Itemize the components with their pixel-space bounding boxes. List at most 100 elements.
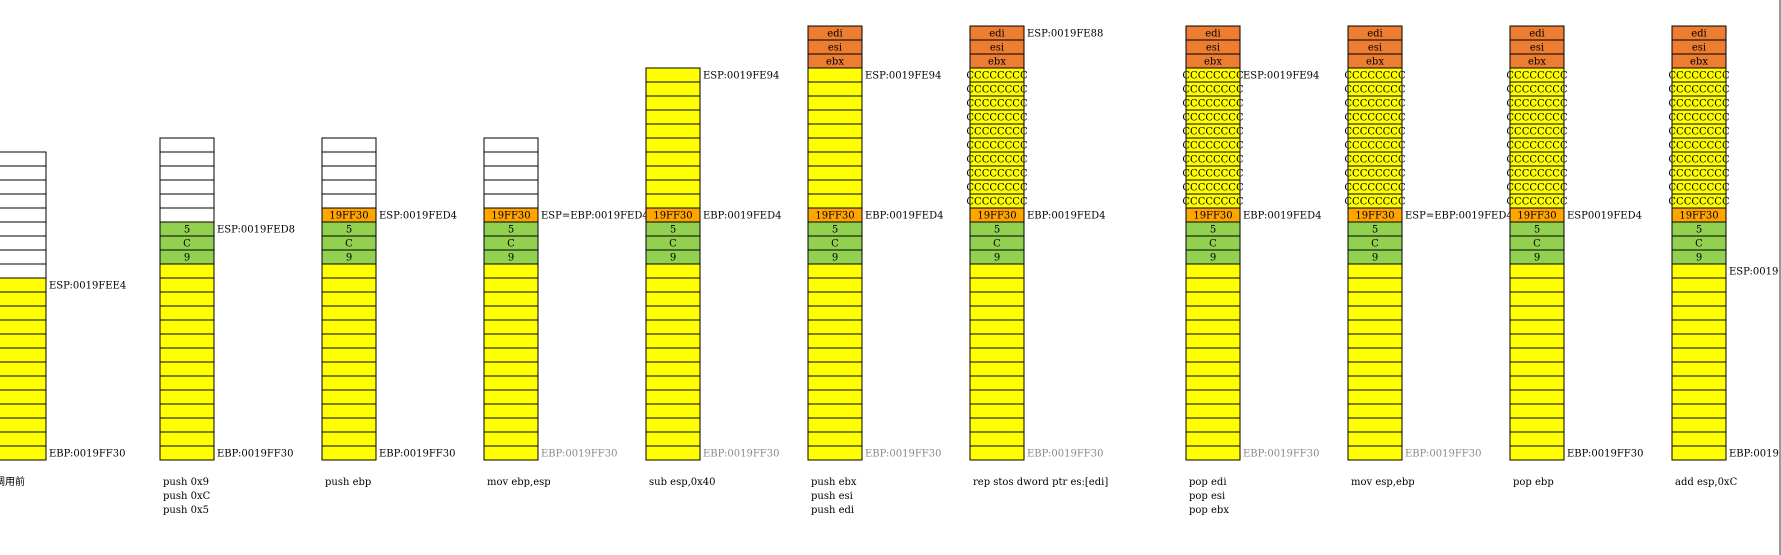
stack-cell-value: CCCCCCCC [1506,169,1568,180]
stack-cell-stack [483,431,539,447]
stack-cell-stack [0,319,47,335]
stack-cell-buffer [645,179,701,195]
stack-cell-stack [0,431,47,447]
stack-cell-empty [483,165,539,181]
stack-cell-stack [807,277,863,293]
stack-cell-stack [1185,277,1241,293]
stack-cell-stack [483,291,539,307]
stack-cell-stack [483,403,539,419]
stack-cell-stack [1671,389,1727,405]
stack-cell-buffer [645,137,701,153]
stack-cell-value: CCCCCCCC [1344,141,1406,152]
stack-cell-stack [1509,445,1565,461]
stack-cell-stack [1671,347,1727,363]
stack-cell-stack [807,445,863,461]
stack-cell-stack [0,305,47,321]
stack-cell-stack [645,277,701,293]
stack-cell-stack [483,277,539,293]
stack-cell-stack [969,263,1025,279]
stack-cell-stack [1671,403,1727,419]
stack-cell-value: 9 [1372,253,1378,264]
stack-cell-stack [807,431,863,447]
stack-cell-value: CCCCCCCC [1182,85,1244,96]
esp-label: ESP:0019FED8 [217,225,295,236]
ebp-label: EBP:0019FF30 [1243,449,1319,460]
stack-cell-value: 9 [832,253,838,264]
ebp-label: EBP:0019FF30 [1567,449,1643,460]
stack-cell-value: CCCCCCCC [1668,71,1730,82]
stack-cell-buffer [807,95,863,111]
stack-cell-stack [1671,361,1727,377]
stack-cell-value: CCCCCCCC [966,197,1028,208]
stack-cell-value: CCCCCCCC [1668,155,1730,166]
stack-cell-value: esi [1206,43,1220,54]
stack-cell-stack [1185,445,1241,461]
stack-cell-value: CCCCCCCC [966,155,1028,166]
stack-cell-stack [1347,277,1403,293]
stack-cell-stack [1671,277,1727,293]
stack-cell-empty [159,179,215,195]
stack-cell-empty [0,151,47,167]
stack-cell-value: CCCCCCCC [1668,85,1730,96]
stack-cell-buffer [807,165,863,181]
stack-cell-stack [1185,333,1241,349]
stack-cell-value: C [1695,239,1703,250]
stack-cell-value: CCCCCCCC [966,127,1028,138]
stack-cell-stack [1509,361,1565,377]
vertical-scrollbar[interactable] [1779,0,1781,555]
stack-cell-value: esi [1692,43,1706,54]
stack-cell-value: CCCCCCCC [1182,141,1244,152]
stack-cell-stack [1509,375,1565,391]
instruction-label: sub esp,0x40 [649,477,716,488]
stack-cell-empty [321,151,377,167]
stack-cell-value: CCCCCCCC [1344,127,1406,138]
stack-cell-stack [159,277,215,293]
ebp-label: EBP:0019FF30 [1027,449,1103,460]
ebp-label: EBP:0019FF30 [703,449,779,460]
stack-cell-value: edi [989,29,1005,40]
stack-cell-stack [969,361,1025,377]
stack-cell-value: 19FF30 [653,211,692,222]
stack-cell-buffer [645,165,701,181]
stack-cell-stack [1185,403,1241,419]
stack-cell-value: CCCCCCCC [1182,183,1244,194]
stack-cell-stack [159,263,215,279]
stack-cell-stack [645,361,701,377]
stack-cell-stack [0,375,47,391]
stack-cell-value: 5 [1372,225,1378,236]
stack-column: 5 C 9 ESP:0019FED8 EBP:0019FF30 push 0x9 push … [159,137,295,516]
stack-cell-value: C [1209,239,1217,250]
stack-cell-value: ebx [1204,57,1222,68]
stack-cell-value: 9 [346,253,352,264]
stack-cell-stack [807,389,863,405]
stack-cell-stack [321,417,377,433]
stack-cell-value: C [1533,239,1541,250]
stack-cell-stack [1185,347,1241,363]
stack-cell-stack [969,319,1025,335]
stack-cell-stack [807,291,863,307]
stack-cell-stack [645,417,701,433]
stack-cell-stack [0,333,47,349]
stack-cell-stack [969,431,1025,447]
stack-cell-buffer [645,81,701,97]
stack-cell-stack [645,319,701,335]
stack-cell-stack [159,319,215,335]
stack-cell-stack [1347,389,1403,405]
stack-cell-value: CCCCCCCC [1344,71,1406,82]
stack-cell-empty [483,179,539,195]
stack-cell-stack [483,375,539,391]
stack-cell-stack [1509,319,1565,335]
instruction-label: push 0xC [163,491,211,502]
stack-cell-value: 5 [1210,225,1216,236]
instruction-label: mov ebp,esp [487,477,551,488]
stack-cell-value: 19FF30 [329,211,368,222]
stack-cell-stack [1347,305,1403,321]
stack-cell-stack [969,375,1025,391]
stack-cell-stack [1671,291,1727,307]
stack-cell-value: edi [1205,29,1221,40]
stack-cell-stack [321,277,377,293]
stack-cell-stack [483,361,539,377]
stack-cell-value: CCCCCCCC [1668,183,1730,194]
stack-column: ediesiebxCCCCCCCCCCCCCCCCCCCCCCCCCCCCCCC… [1506,25,1643,488]
stack-cell-value: edi [1691,29,1707,40]
